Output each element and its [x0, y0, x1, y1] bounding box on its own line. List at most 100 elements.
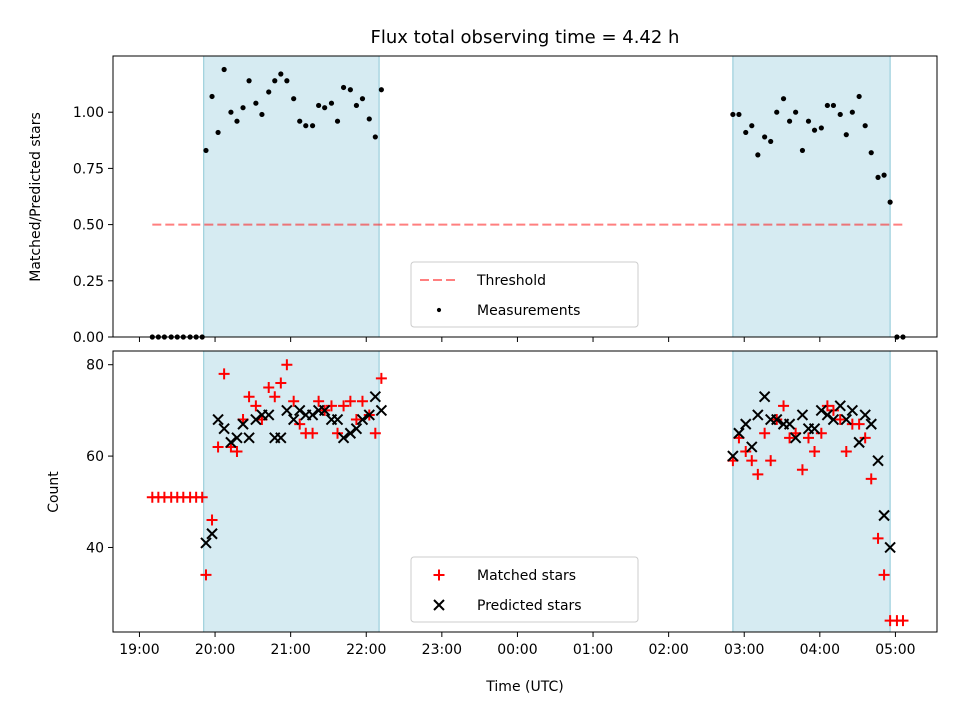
bottom-series-1-point — [821, 409, 834, 421]
bottom-series-1-point — [740, 418, 752, 430]
x-tick-label: 23:00 — [422, 642, 462, 658]
top-series-0-point — [881, 172, 887, 178]
bottom-series-1-point — [206, 528, 218, 540]
top-series-0-point — [755, 152, 761, 158]
bottom-series-0-point — [250, 400, 262, 412]
x-tick-label: 03:00 — [724, 642, 764, 658]
bottom-series-0-point — [200, 569, 212, 581]
bottom-legend-label: Predicted stars — [477, 598, 582, 614]
bottom-series-1-point — [369, 390, 382, 403]
bottom-series-0-point — [218, 368, 230, 380]
bottom-series-1-point — [796, 409, 809, 421]
bottom-series-0-point — [281, 359, 293, 371]
bottom-series-1-point — [884, 541, 896, 554]
bottom-series-1-point — [878, 509, 890, 522]
top-series-0-point — [786, 118, 793, 124]
bottom-axes-frame — [112, 350, 938, 633]
top-series-0-point — [780, 96, 787, 102]
bottom-series-1-point — [846, 404, 859, 417]
bottom-series-1-point — [287, 413, 300, 426]
bottom-series-1-point — [225, 436, 237, 449]
bottom-series-1-point — [306, 409, 319, 421]
bottom-plot-panel: Count 40 60 80 19:00 20:00 21:00 22:00 23:00 00:… — [46, 350, 938, 658]
top-series-0-point — [316, 102, 322, 109]
bottom-series-0-point — [752, 468, 764, 480]
bottom-series-1-point — [815, 404, 828, 417]
bottom-series-0-point — [212, 441, 224, 453]
bottom-series-0-point — [897, 615, 909, 627]
bottom-series-0-point — [196, 491, 208, 503]
top-series-0-point — [862, 123, 868, 129]
bottom-series-1-point — [263, 409, 275, 421]
top-series-0-point — [309, 123, 316, 129]
top-series-0-point — [278, 71, 284, 77]
top-series-0-point — [297, 118, 303, 124]
top-series-0-point — [366, 116, 372, 122]
bottom-series-0-point — [369, 427, 381, 439]
x-tick-label: 00:00 — [497, 642, 537, 658]
bottom-series-0-point — [834, 414, 846, 426]
top-legend: Threshold Measurements — [410, 261, 639, 328]
top-legend-swatch — [436, 307, 442, 313]
top-series-0-point — [372, 134, 378, 140]
bottom-series-1-point — [865, 418, 877, 430]
top-series-0-point — [303, 123, 309, 129]
top-series-0-point — [246, 78, 252, 84]
x-tick-label: 05:00 — [875, 642, 915, 658]
bottom-series-0-point — [821, 400, 833, 412]
top-series-0-point — [215, 129, 221, 136]
top-y-tick-label: 0.25 — [73, 274, 104, 290]
top-shaded-interval-1 — [732, 55, 891, 338]
bottom-series-0-point — [263, 382, 275, 394]
bottom-series-1-point — [872, 454, 884, 467]
bottom-series-1-point — [243, 432, 255, 444]
bottom-series-0-point — [325, 400, 337, 412]
bottom-series-1-point — [859, 409, 871, 421]
bottom-series-0-point — [206, 514, 218, 526]
bottom-legend-box — [410, 556, 639, 623]
top-y-tick-label: 0.50 — [73, 218, 104, 234]
top-series-0-point — [228, 109, 234, 115]
bottom-series-0-point — [878, 569, 890, 581]
bottom-series-1-point — [727, 450, 739, 462]
top-series-0-point — [818, 125, 824, 131]
bottom-series-1-point — [853, 436, 865, 449]
top-shaded-interval-0 — [203, 55, 380, 338]
bottom-series-0-point — [865, 473, 877, 485]
bottom-shaded-interval-0 — [203, 350, 380, 633]
x-tick-label: 02:00 — [648, 642, 688, 658]
x-tick-label: 19:00 — [119, 642, 159, 658]
bottom-legend: Matched stars Predicted stars — [410, 556, 639, 623]
bottom-series-0-point — [269, 391, 281, 403]
top-series-0-point — [749, 123, 755, 129]
bottom-series-0-point — [740, 446, 752, 458]
bottom-series-0-point — [759, 427, 771, 439]
top-series-0-point — [253, 100, 259, 106]
bottom-series-1-point — [733, 427, 745, 439]
top-legend-box — [410, 261, 639, 328]
bottom-legend-swatch — [433, 569, 445, 581]
bottom-series-1-point — [344, 427, 357, 439]
top-series-0-point — [837, 111, 843, 118]
bottom-series-0-point — [231, 446, 243, 458]
top-series-0-point — [284, 78, 290, 84]
top-series-0-point — [736, 111, 742, 118]
bottom-series-0-point — [872, 532, 884, 544]
bottom-series-1-point — [834, 400, 846, 412]
bottom-series-1-point — [350, 422, 363, 435]
bottom-series-1-point — [275, 432, 287, 444]
bottom-series-0-point — [294, 418, 306, 430]
top-series-0-point — [824, 102, 830, 109]
bottom-series-1-point — [318, 404, 331, 417]
top-series-0-point — [887, 199, 893, 205]
bottom-series-0-point — [356, 395, 368, 407]
bottom-series-0-point — [332, 427, 344, 439]
top-y-tick-label: 0.75 — [73, 161, 104, 177]
top-series-0-point — [868, 150, 874, 156]
top-series-0-point — [322, 105, 328, 111]
bottom-series-0-point — [243, 391, 255, 403]
bottom-series-0-point — [746, 455, 758, 467]
top-series-0-point — [793, 109, 799, 115]
top-series-0-point — [359, 96, 366, 102]
top-series-0-point — [291, 96, 297, 102]
